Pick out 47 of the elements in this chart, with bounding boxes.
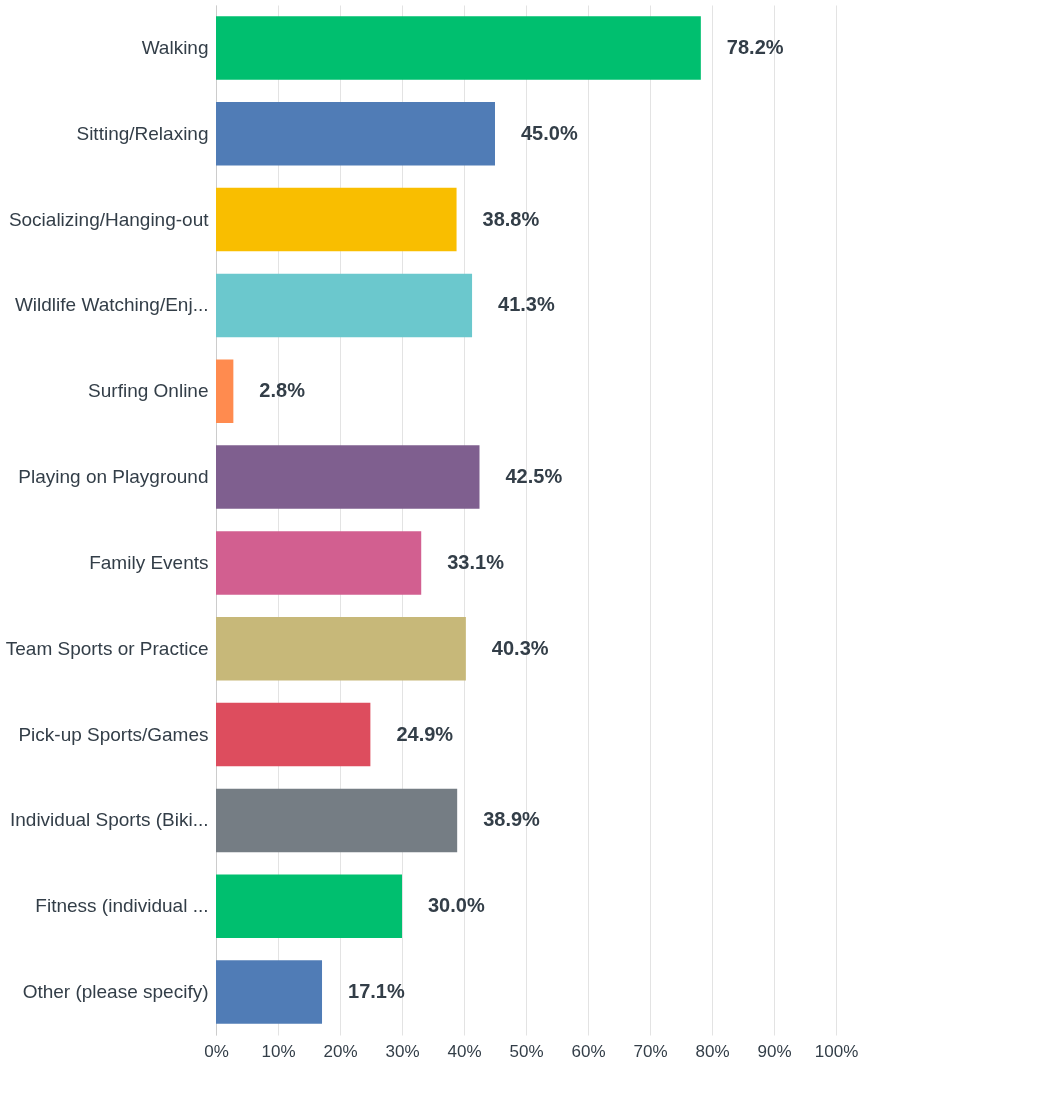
- data-label: 24.9%: [396, 722, 454, 745]
- data-label: 2.8%: [259, 379, 306, 402]
- x-tick-label: 50%: [509, 1041, 544, 1061]
- bar: [216, 101, 495, 166]
- x-tick-label: 10%: [261, 1041, 296, 1061]
- y-tick-label: Family Events: [89, 551, 209, 573]
- bar: [216, 960, 323, 1024]
- y-tick-label: Team Sports or Practice: [5, 637, 209, 659]
- bar: [216, 273, 473, 338]
- data-label: 33.1%: [447, 550, 505, 573]
- data-label: 40.3%: [491, 636, 549, 659]
- y-tick-label: Pick-up Sports/Games: [18, 723, 209, 745]
- y-tick-label: Surfing Online: [88, 380, 209, 402]
- bar: [216, 359, 234, 424]
- data-label: 78.2%: [726, 35, 784, 58]
- bar: [216, 16, 701, 80]
- data-label: 45.0%: [521, 121, 578, 144]
- y-tick-label: Fitness (individual ...: [35, 895, 209, 917]
- y-tick-label: Individual Sports (Biki...: [9, 809, 209, 831]
- bar: [216, 445, 480, 509]
- bar: [216, 187, 457, 252]
- x-tick-label: 0%: [204, 1041, 229, 1061]
- data-label: 38.8%: [482, 207, 540, 230]
- x-tick-label: 30%: [385, 1041, 420, 1061]
- x-tick-label: 40%: [447, 1041, 482, 1061]
- x-tick-label: 80%: [695, 1041, 730, 1061]
- bar: [216, 874, 402, 939]
- bar: [216, 702, 371, 767]
- bar: [216, 531, 422, 595]
- bar: [216, 616, 466, 681]
- data-label: 17.1%: [348, 980, 405, 1003]
- x-tick-label: 70%: [633, 1041, 668, 1061]
- y-tick-label: Socializing/Hanging-out: [8, 208, 210, 230]
- data-label: 30.0%: [428, 894, 485, 917]
- y-tick-label: Playing on Playground: [18, 466, 209, 488]
- y-tick-label: Wildlife Watching/Enj...: [14, 294, 209, 316]
- x-tick-label: 60%: [571, 1041, 606, 1061]
- y-tick-label: Sitting/Relaxing: [76, 122, 209, 144]
- x-tick-label: 20%: [323, 1041, 358, 1061]
- x-tick-label: 100%: [814, 1041, 859, 1061]
- data-label: 38.9%: [483, 808, 541, 831]
- data-label: 41.3%: [498, 293, 555, 316]
- x-tick-label: 90%: [757, 1041, 792, 1061]
- y-tick-label: Walking: [141, 36, 209, 58]
- y-tick-label: Other (please specify): [22, 981, 209, 1003]
- data-label: 42.5%: [505, 465, 563, 488]
- bar: [216, 788, 458, 853]
